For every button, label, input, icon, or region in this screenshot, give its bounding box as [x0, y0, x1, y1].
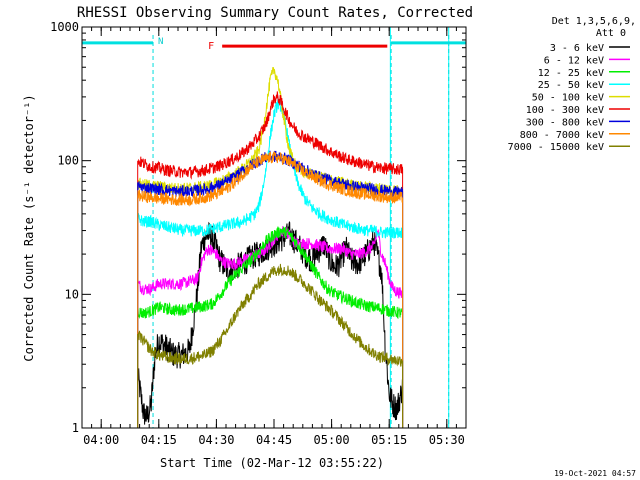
- x-axis-label: Start Time (02-Mar-12 03:55:22): [160, 456, 384, 470]
- legend-entry-label: 25 - 50 keV: [538, 80, 604, 91]
- legend-header-line: Att 0: [596, 28, 626, 39]
- x-tick-label: 05:00: [314, 433, 350, 447]
- flare-bar-label: F: [208, 41, 214, 52]
- series-line: [137, 151, 404, 428]
- legend-header-line: Det 1,3,5,6,9,: [552, 16, 636, 27]
- legend-entry-label: 100 - 300 keV: [526, 105, 604, 116]
- x-tick-label: 04:00: [83, 433, 119, 447]
- x-tick-label: 05:30: [429, 433, 465, 447]
- legend-entry-label: 50 - 100 keV: [532, 93, 604, 104]
- y-tick-label: 1000: [50, 20, 79, 34]
- series-line: [137, 226, 404, 428]
- y-tick-label: 100: [57, 154, 79, 168]
- series-line: [137, 221, 404, 428]
- axes: 1 10 100 1000 04:00 04:15 04:30 04:45 05:00 05:15…: [50, 20, 467, 447]
- legend-entry-label: 7000 - 15000 keV: [508, 142, 604, 153]
- series-layer: [137, 66, 404, 428]
- legend-entry-label: 6 - 12 keV: [544, 55, 604, 66]
- night-marker-label: N: [158, 37, 163, 47]
- y-tick-label: 1: [72, 421, 79, 435]
- legend-entry-label: 800 - 7000 keV: [520, 130, 604, 141]
- series-line: [137, 91, 404, 428]
- series-line: [137, 98, 404, 428]
- y-tick-label: 10: [65, 287, 79, 301]
- chart-title: RHESSI Observing Summary Count Rates, Co…: [77, 5, 473, 21]
- legend-entry-label: 3 - 6 keV: [550, 43, 604, 54]
- series-line: [137, 263, 404, 428]
- x-tick-label: 04:30: [198, 433, 234, 447]
- footer-timestamp: 19-Oct-2021 04:57: [554, 469, 636, 478]
- legend-entry-label: 300 - 800 keV: [526, 117, 604, 128]
- x-tick-label: 04:15: [141, 433, 177, 447]
- x-tick-label: 04:45: [256, 433, 292, 447]
- x-tick-label: 05:15: [371, 433, 407, 447]
- y-axis-label: Corrected Count Rate (s⁻¹ detector⁻¹): [22, 94, 36, 361]
- series-line: [137, 226, 404, 428]
- legend-entry-label: 12 - 25 keV: [538, 68, 604, 79]
